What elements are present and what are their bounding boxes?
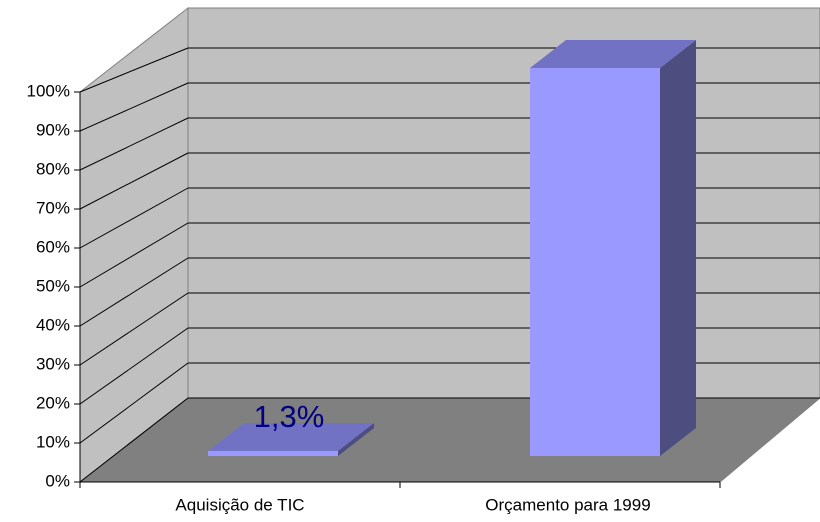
bar-top xyxy=(208,422,374,451)
y-tick-label: 70% xyxy=(36,198,70,217)
back-wall xyxy=(187,7,820,399)
grid-line-side xyxy=(79,222,189,288)
x-tick-label: Orçamento para 1999 xyxy=(485,495,650,514)
bar-side xyxy=(660,40,696,456)
y-tick-label: 90% xyxy=(36,120,70,139)
y-tick-label: 60% xyxy=(36,237,70,256)
bar xyxy=(530,68,660,456)
data-label: 1,3% xyxy=(254,399,325,434)
x-tick-label: Aquisição de TIC xyxy=(175,495,304,514)
y-tick-label: 50% xyxy=(36,276,70,295)
grid-line-side xyxy=(79,327,189,405)
grid-line-side xyxy=(79,117,189,171)
grid-line-side xyxy=(79,152,189,210)
y-tick-label: 40% xyxy=(36,315,70,334)
grid-line-side xyxy=(79,47,189,93)
y-tick-label: 0% xyxy=(45,471,70,490)
grid-line-side xyxy=(79,397,189,483)
y-tick-label: 30% xyxy=(36,354,70,373)
grid-line-side xyxy=(79,187,189,249)
y-tick-label: 20% xyxy=(36,393,70,412)
y-tick-label: 100% xyxy=(27,81,70,100)
grid-line-side xyxy=(79,362,189,444)
bar-side xyxy=(338,422,374,456)
bar-top xyxy=(530,40,696,68)
grid-line-side xyxy=(79,82,189,132)
grid-line-side xyxy=(79,292,189,366)
floor xyxy=(78,397,820,483)
grid-line-side xyxy=(79,257,189,327)
bar xyxy=(208,450,338,456)
y-tick-label: 10% xyxy=(36,432,70,451)
y-tick-label: 80% xyxy=(36,159,70,178)
